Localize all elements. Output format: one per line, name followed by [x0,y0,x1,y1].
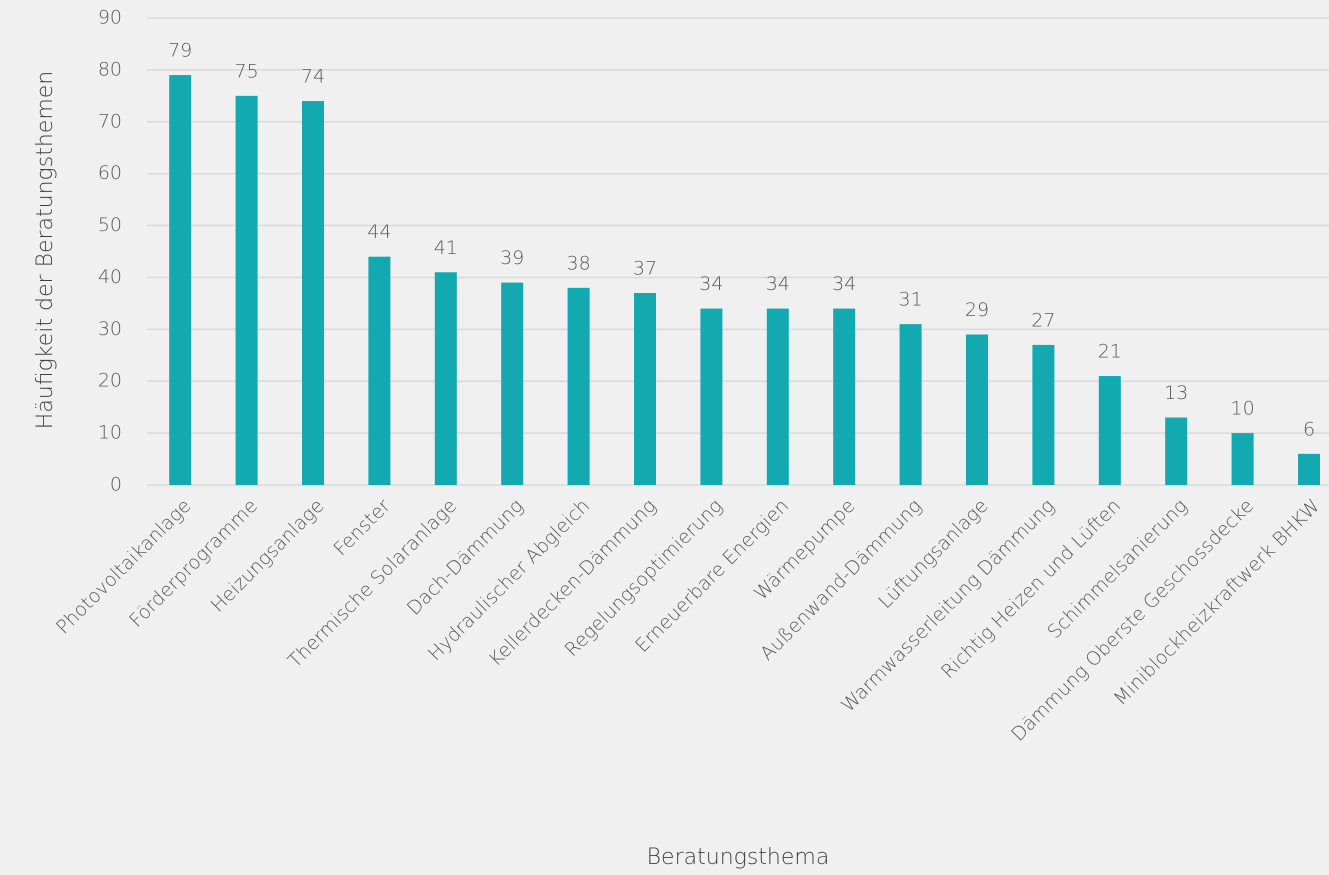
y-tick-label: 90 [98,7,122,29]
y-tick-label: 0 [110,474,122,496]
y-axis-title: Häufigkeit der Beratungsthemen [33,71,58,429]
data-label: 74 [301,66,325,88]
bar [501,282,524,485]
bar [1231,433,1254,485]
y-tick-label: 40 [98,266,122,288]
bar [899,324,922,485]
bar [833,308,856,485]
bar [567,287,590,485]
y-tick-label: 70 [98,110,122,132]
data-label: 34 [766,273,790,295]
data-label: 31 [899,289,923,311]
x-tick-label: Dach-Dämmung [403,495,528,620]
bar [1165,417,1188,485]
y-tick-label: 80 [98,58,122,80]
y-tick-label: 20 [98,370,122,392]
y-tick-label: 60 [98,162,122,184]
data-label: 41 [434,237,458,259]
data-label: 44 [367,221,391,243]
bar [169,75,192,486]
x-tick-label: Heizungsanlage [207,495,329,617]
bar [368,256,391,485]
data-label: 27 [1031,309,1055,331]
bar [966,334,988,485]
y-tick-label: 30 [98,318,122,340]
data-label: 34 [832,273,856,295]
data-label: 13 [1164,382,1188,404]
data-label: 39 [500,247,524,269]
data-label: 79 [168,40,192,62]
bar [766,308,789,485]
data-label: 6 [1303,418,1315,440]
x-tick-label: Förderprogramme [125,495,262,632]
data-label: 37 [633,258,657,280]
bar [700,308,723,485]
bar [1098,376,1121,485]
x-tick-label: Dämmung Oberste Geschossdecke [1007,495,1258,746]
data-label: 34 [699,273,723,295]
data-label: 29 [965,299,989,321]
bar [235,95,258,485]
bar [434,272,457,485]
data-label: 21 [1098,341,1122,363]
bar [1298,453,1320,485]
y-tick-label: 10 [98,422,122,444]
bar [302,101,324,486]
x-axis-title: Beratungsthema [647,845,830,870]
data-label: 75 [235,60,259,82]
data-label: 38 [567,252,591,274]
data-label: 10 [1231,398,1255,420]
y-tick-label: 50 [98,214,122,236]
bar [1032,344,1055,485]
x-tick-label: Fenster [329,495,395,561]
bar [634,293,656,485]
